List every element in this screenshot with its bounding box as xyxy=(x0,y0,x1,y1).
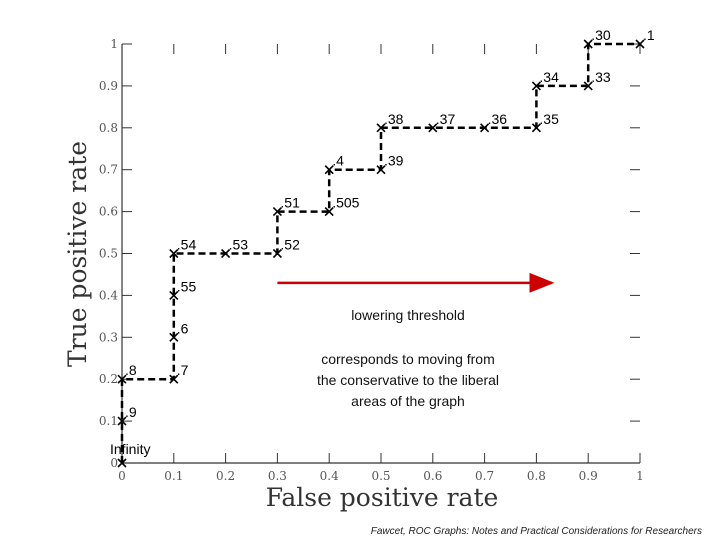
threshold-marker xyxy=(428,123,438,133)
threshold-label: .8 xyxy=(125,362,137,378)
threshold-marker xyxy=(117,416,127,426)
threshold-marker xyxy=(583,39,593,49)
threshold-marker xyxy=(531,123,541,133)
threshold-marker xyxy=(480,123,490,133)
annotation-line-2: the conservative to the liberal xyxy=(317,372,499,388)
x-tick-label: 0.8 xyxy=(527,469,546,483)
threshold-marker xyxy=(324,165,334,175)
threshold-label: .37 xyxy=(436,111,456,127)
threshold-label: .7 xyxy=(177,362,189,378)
x-axis-title: False positive rate xyxy=(266,483,499,512)
threshold-label: .33 xyxy=(591,69,611,85)
source-credit: Fawcet, ROC Graphs: Notes and Practical … xyxy=(371,526,702,537)
annotation-line-3: areas of the graph xyxy=(351,393,465,409)
x-tick-label: 0.3 xyxy=(268,469,287,483)
x-tick-label: 0.2 xyxy=(216,469,235,483)
threshold-marker xyxy=(117,374,127,384)
threshold-label: .6 xyxy=(177,320,189,336)
threshold-marker xyxy=(169,290,179,300)
threshold-marker xyxy=(376,165,386,175)
threshold-marker xyxy=(583,81,593,91)
x-tick-label: 0.9 xyxy=(579,469,598,483)
y-tick-label: 0.2 xyxy=(99,372,118,386)
threshold-label: .55 xyxy=(177,278,197,294)
y-tick-label: 0.8 xyxy=(99,121,118,135)
y-tick-label: 1 xyxy=(110,37,118,51)
threshold-label: .34 xyxy=(539,69,559,85)
y-axis-title: True positive rate xyxy=(63,141,92,367)
threshold-label: Infinity xyxy=(110,441,150,457)
threshold-label: .35 xyxy=(539,111,559,127)
y-tick-label: 0.7 xyxy=(99,163,118,177)
y-tick-label: 0.9 xyxy=(99,79,118,93)
annotation-heading: lowering threshold xyxy=(351,307,465,323)
threshold-marker xyxy=(169,374,179,384)
threshold-label: .52 xyxy=(280,237,300,253)
y-axis-ticks: 0 0.1 0.2 0.3 0.4 0.5 0.6 0.7 0.8 0.9 1 xyxy=(99,37,640,470)
threshold-label: .51 xyxy=(280,195,300,211)
threshold-marker xyxy=(169,248,179,259)
y-tick-label: 0.4 xyxy=(99,288,118,302)
threshold-annotation: lowering threshold corresponds to moving… xyxy=(277,272,555,409)
y-tick-label: 0.5 xyxy=(99,247,118,261)
y-tick-label: 0.6 xyxy=(99,205,118,219)
threshold-label: .36 xyxy=(488,111,508,127)
y-tick-label: 0.3 xyxy=(99,330,118,344)
threshold-label: .1 xyxy=(643,27,655,43)
threshold-label: .54 xyxy=(177,237,197,253)
threshold-marker xyxy=(635,39,645,49)
threshold-label: .9 xyxy=(125,404,137,420)
threshold-marker xyxy=(117,458,127,468)
threshold-marker xyxy=(169,332,179,342)
x-tick-label: 0.6 xyxy=(423,469,442,483)
threshold-label: .30 xyxy=(591,27,611,43)
threshold-marker xyxy=(324,207,334,217)
x-tick-label: 0.1 xyxy=(164,469,183,483)
annotation-line-1: corresponds to moving from xyxy=(321,351,495,367)
roc-curve-line xyxy=(120,42,640,463)
threshold-marker xyxy=(272,248,282,259)
x-tick-label: 0 xyxy=(118,469,126,483)
threshold-marker xyxy=(531,81,541,91)
x-tick-label: 0.4 xyxy=(320,469,339,483)
threshold-label: .39 xyxy=(384,153,404,169)
y-tick-label: 0.1 xyxy=(99,414,118,428)
x-tick-label: 0.5 xyxy=(371,469,390,483)
threshold-label: .53 xyxy=(229,237,249,253)
threshold-label: .38 xyxy=(384,111,404,127)
x-tick-label: 0.7 xyxy=(475,469,494,483)
threshold-markers xyxy=(117,39,645,468)
x-tick-label: 1 xyxy=(636,469,644,483)
threshold-label: .505 xyxy=(332,195,359,211)
threshold-marker xyxy=(272,207,282,217)
threshold-label: .4 xyxy=(332,153,344,169)
x-axis-ticks: 0 0.1 0.2 0.3 0.4 0.5 0.6 0.7 0.8 0.9 1 xyxy=(118,44,644,483)
y-tick-label: 0 xyxy=(110,456,118,470)
threshold-marker xyxy=(376,123,386,133)
threshold-labels: Infinity .9 .8 .7 .6 .55 .54 .53 .52 .51 .505 .4 .39… xyxy=(110,27,655,457)
threshold-marker xyxy=(221,248,231,259)
